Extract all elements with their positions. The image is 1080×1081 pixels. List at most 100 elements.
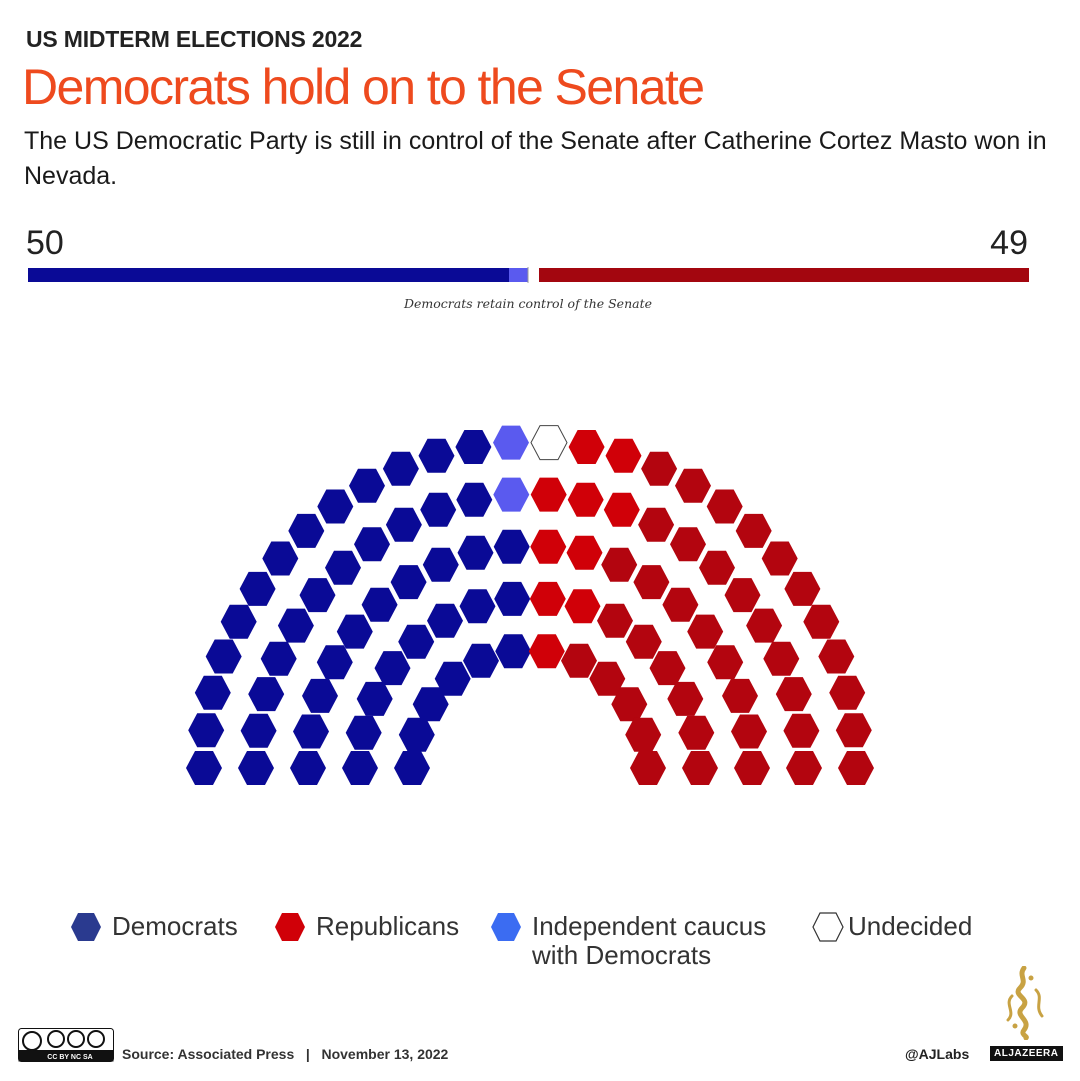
seat-republicans: [625, 624, 662, 659]
seat-republicans: [731, 714, 767, 749]
seat-democrats: [394, 751, 430, 785]
dem-bar-segment: [28, 268, 509, 282]
seat-democrats: [494, 581, 531, 616]
seat-republicans: [568, 430, 605, 464]
legend-label: Undecided: [848, 911, 973, 941]
seat-republicans: [699, 550, 735, 585]
seat-republicans: [761, 541, 798, 576]
seat-republicans: [687, 614, 724, 649]
seat-republicans: [529, 581, 566, 616]
seat-democrats: [317, 489, 354, 524]
seat-republicans: [734, 751, 770, 785]
seat-republicans: [605, 438, 642, 473]
seat-democrats: [345, 715, 382, 750]
seat-republicans: [670, 527, 706, 562]
seat-republicans: [707, 645, 744, 680]
seat-democrats: [239, 571, 276, 606]
seat-republicans: [566, 535, 603, 570]
seat-republicans: [564, 589, 601, 624]
seat-independent-caucus-with-democrats: [493, 477, 530, 512]
seat-democrats: [240, 713, 277, 748]
hexagon-icon: [812, 912, 844, 942]
seat-balance-bar: [28, 267, 1029, 283]
seat-democrats: [325, 550, 361, 585]
seat-democrats: [422, 547, 459, 582]
hexagon-icon: [71, 913, 101, 941]
seat-republicans: [530, 477, 567, 512]
seat-democrats: [374, 651, 411, 686]
hexagon-icon: [275, 913, 305, 941]
seat-democrats: [457, 535, 494, 570]
seat-democrats: [459, 589, 496, 624]
seat-democrats: [205, 639, 242, 674]
seat-democrats: [418, 438, 455, 473]
seat-democrats: [293, 714, 329, 749]
seat-democrats: [420, 492, 457, 527]
seat-republicans: [722, 678, 758, 713]
seat-democrats: [412, 687, 449, 722]
seat-democrats: [316, 645, 353, 680]
legend-label: Democrats: [112, 911, 238, 941]
seat-republicans: [838, 751, 874, 785]
source-credit: Source: Associated Press | November 13, …: [122, 1046, 449, 1062]
seat-democrats: [349, 468, 385, 503]
seat-democrats: [456, 482, 493, 517]
seat-democrats: [342, 751, 378, 785]
seat-republicans: [662, 587, 699, 622]
seat-republicans: [625, 717, 662, 752]
creative-commons-icon: CC BY NC SA: [18, 1028, 114, 1062]
seat-independent-caucus-with-democrats: [493, 425, 529, 460]
legend: Democrats Republicans Independent caucus…: [70, 910, 1050, 980]
seat-democrats: [361, 587, 398, 622]
seat-democrats: [354, 527, 390, 562]
legend-label: Republicans: [316, 911, 460, 941]
seat-democrats: [288, 513, 325, 548]
seat-republicans: [803, 604, 840, 639]
seat-democrats: [455, 430, 492, 464]
seat-republicans: [724, 578, 761, 613]
seat-republicans: [835, 713, 872, 748]
aljazeera-logo-icon: [1006, 966, 1044, 1040]
seat-republicans: [561, 643, 597, 678]
seat-republicans: [735, 513, 772, 548]
aljazeera-wordmark: ALJAZEERA: [990, 1046, 1063, 1061]
seat-democrats: [336, 614, 373, 649]
seat-republicans: [611, 687, 648, 722]
democrat-seat-total: 50: [26, 224, 64, 262]
seat-republicans: [763, 641, 800, 676]
seat-republicans: [784, 571, 821, 606]
seat-democrats: [390, 565, 427, 600]
seat-democrats: [238, 751, 274, 785]
seat-republicans: [783, 713, 820, 748]
seat-republicans: [530, 529, 567, 564]
independent-bar-segment: [509, 268, 528, 282]
ajlabs-handle: @AJLabs: [905, 1046, 970, 1062]
seat-republicans: [567, 482, 604, 517]
seat-undecided: [530, 425, 568, 461]
seat-republicans: [682, 751, 718, 785]
seat-republicans: [786, 751, 822, 785]
seat-democrats: [398, 717, 435, 752]
seat-democrats: [434, 661, 471, 696]
seat-democrats: [299, 578, 336, 613]
republican-seat-total: 49: [990, 224, 1028, 262]
seat-republicans: [641, 451, 678, 486]
legend-label: Independent caucus with Democrats: [532, 911, 767, 970]
seat-republicans: [638, 507, 675, 542]
seat-democrats: [290, 751, 326, 785]
seat-democrats: [186, 751, 222, 785]
seat-democrats: [194, 675, 231, 710]
seat-republicans: [746, 608, 783, 643]
rep-bar-segment: [539, 268, 1029, 282]
license-text: CC BY NC SA: [47, 1054, 92, 1061]
seat-democrats: [356, 681, 393, 716]
seat-democrats: [262, 541, 299, 576]
seat-democrats: [463, 643, 499, 678]
seat-democrats: [495, 634, 532, 669]
page-title: Democrats hold on to the Senate: [22, 59, 705, 115]
seat-republicans: [630, 751, 666, 785]
seat-republicans: [649, 651, 686, 686]
seat-republicans: [667, 681, 704, 716]
seat-republicans: [775, 677, 812, 712]
subtitle: The US Democratic Party is still in cont…: [24, 127, 1047, 190]
